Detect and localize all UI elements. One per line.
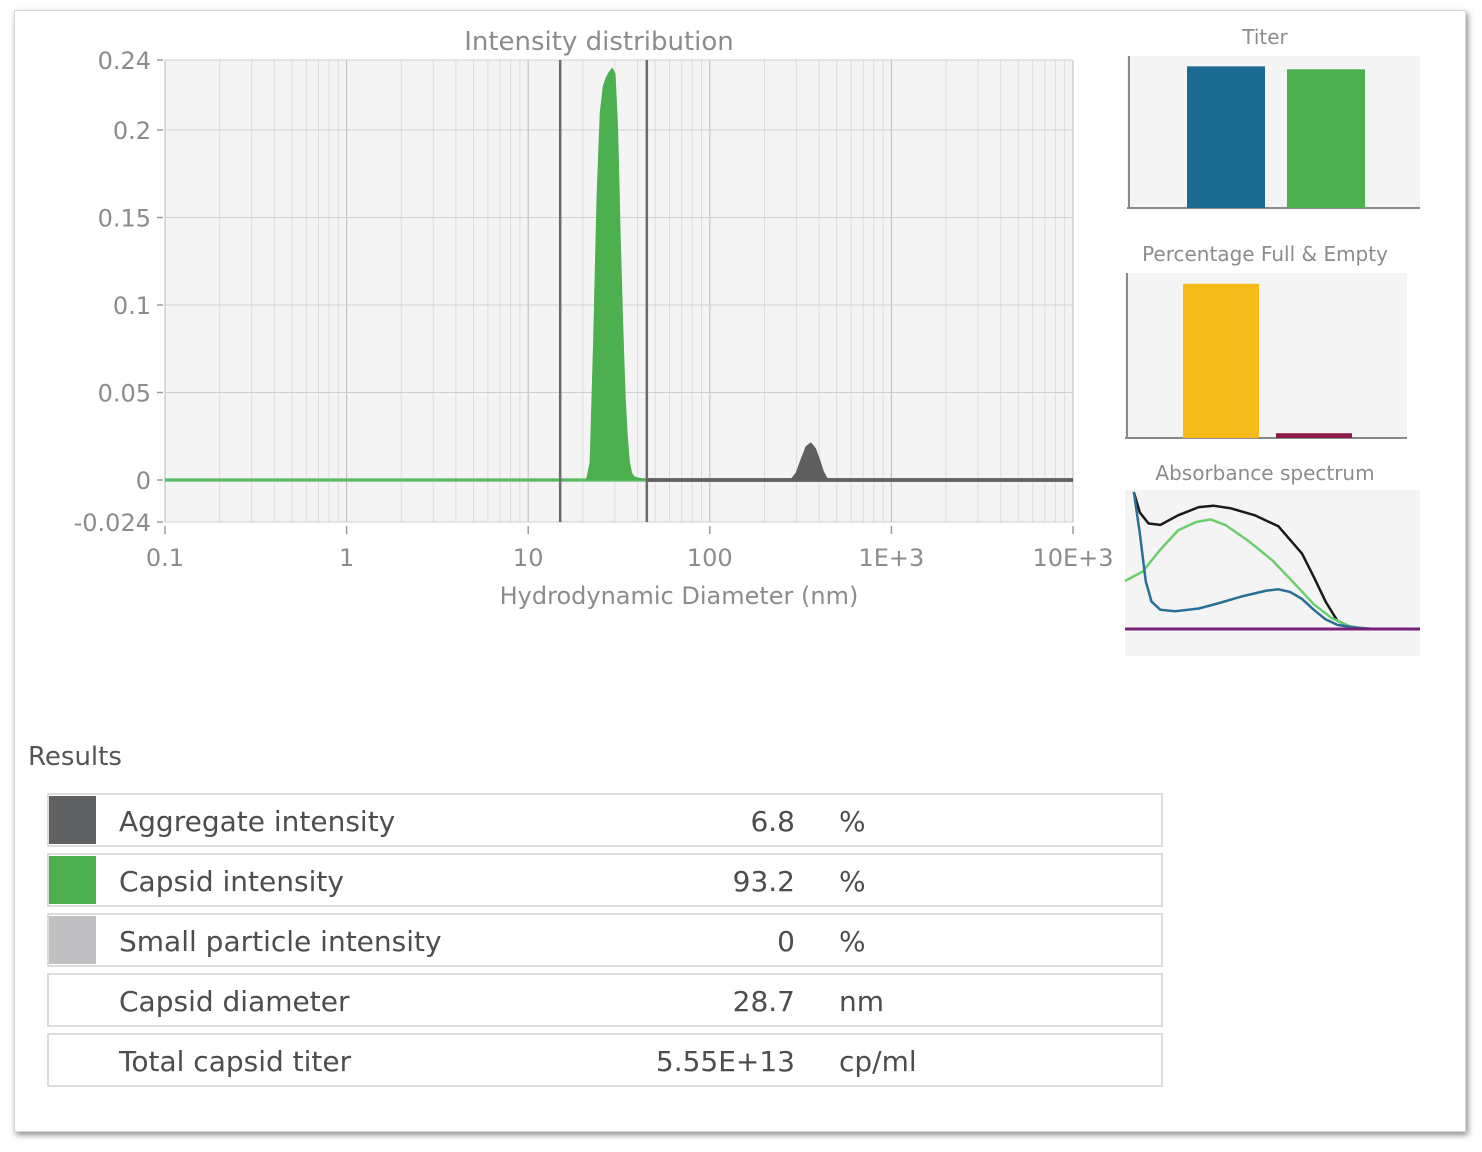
- result-row: Capsid diameter 28.7 nm: [47, 973, 1163, 1027]
- result-value: 93.2: [732, 865, 795, 898]
- titer-title: Titer: [1241, 25, 1288, 49]
- result-color-swatch: [49, 856, 96, 904]
- absorbance-blue-line: [1132, 491, 1420, 631]
- x-tick-label: 100: [687, 544, 733, 572]
- aggregate-peak-area: [646, 442, 1073, 481]
- full-empty-title: Percentage Full & Empty: [1142, 242, 1388, 266]
- y-tick-label: 0.2: [113, 117, 151, 145]
- result-color-swatch: [49, 796, 96, 844]
- result-unit: %: [839, 805, 866, 838]
- result-value: 0: [777, 925, 795, 958]
- y-tick-label: 0.15: [98, 205, 151, 233]
- result-value: 28.7: [732, 985, 795, 1018]
- result-row: Aggregate intensity 6.8%: [47, 793, 1163, 847]
- titer-bar: [1287, 69, 1365, 208]
- capsid-peak-area: [165, 67, 647, 481]
- full-empty-plot-background: [1125, 273, 1407, 438]
- x-tick-label: 1E+3: [858, 544, 924, 572]
- y-tick-label: 0: [136, 467, 151, 495]
- x-tick-label: 10: [513, 544, 544, 572]
- y-tick-label: 0.24: [98, 47, 151, 75]
- x-tick-label: 0.1: [146, 544, 184, 572]
- titer-bar: [1187, 66, 1265, 208]
- result-value: 5.55E+13: [655, 1045, 795, 1078]
- y-tick-label: -0.024: [74, 509, 151, 537]
- result-color-swatch: [49, 916, 96, 964]
- chart-title: Intensity distribution: [464, 27, 734, 57]
- y-tick-label: 0.1: [113, 292, 151, 320]
- results-heading: Results: [28, 742, 122, 772]
- absorbance-plot-background: [1125, 490, 1420, 656]
- result-row: Small particle intensity 0%: [47, 913, 1163, 967]
- result-unit: %: [839, 925, 866, 958]
- charts-area: 0.24 0.2 0.15 0.1 0.05 0 -0.024 0.1 1 10 100 1E+3 10…: [74, 25, 1420, 656]
- result-label: Capsid diameter: [119, 985, 350, 1018]
- result-label: Small particle intensity: [119, 925, 442, 958]
- result-unit: %: [839, 865, 866, 898]
- x-tick-label: 1: [339, 544, 354, 572]
- result-row: Total capsid titer 5.55E+13 cp/ml: [47, 1033, 1163, 1087]
- result-row: Capsid intensity 93.2%: [47, 853, 1163, 907]
- result-unit: cp/ml: [839, 1045, 917, 1078]
- result-label: Total capsid titer: [119, 1045, 352, 1078]
- y-tick-label: 0.05: [98, 380, 151, 408]
- x-tick-label: 10E+3: [1032, 544, 1113, 572]
- result-label: Capsid intensity: [119, 865, 344, 898]
- result-label: Aggregate intensity: [119, 805, 396, 838]
- titer-plot-background: [1127, 56, 1420, 208]
- result-unit: nm: [839, 985, 885, 1018]
- absorbance-title: Absorbance spectrum: [1155, 461, 1374, 485]
- result-value: 6.8: [750, 805, 795, 838]
- x-axis-label: Hydrodynamic Diameter (nm): [500, 582, 859, 610]
- full-empty-bar: [1276, 433, 1352, 438]
- full-empty-bar: [1183, 283, 1259, 438]
